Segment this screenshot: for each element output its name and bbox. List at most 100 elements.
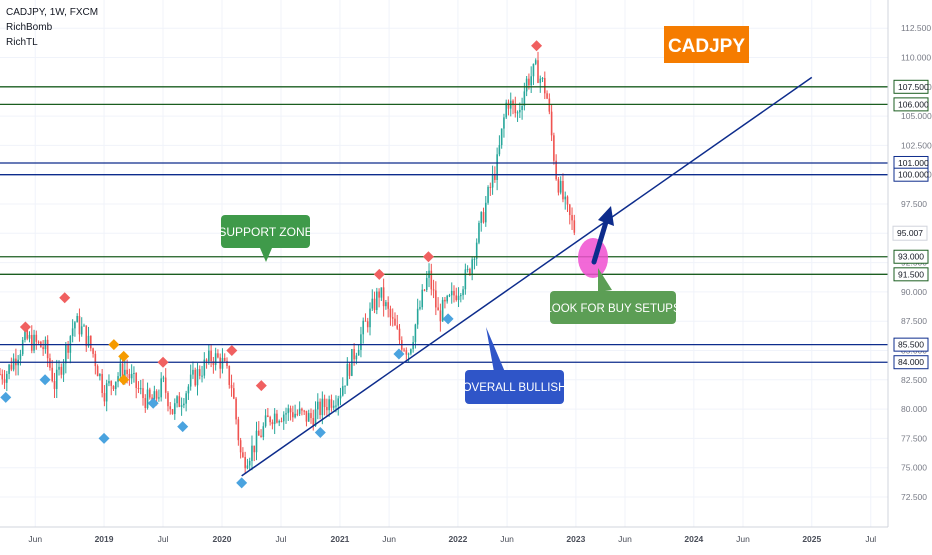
candle-body bbox=[183, 403, 185, 406]
overall-bullish-pointer bbox=[486, 327, 505, 372]
candle-body bbox=[289, 408, 292, 413]
candle-body bbox=[90, 335, 92, 349]
price-tick-label: 102.500 bbox=[901, 140, 932, 150]
candle-body bbox=[550, 111, 553, 136]
candle-body bbox=[248, 460, 251, 466]
candle-body bbox=[475, 242, 478, 259]
candle-body bbox=[355, 355, 358, 360]
candle-body bbox=[212, 361, 215, 366]
candle-body bbox=[187, 386, 190, 394]
candle-body bbox=[419, 307, 421, 309]
indicator-richtl-label: RichTL bbox=[6, 37, 38, 48]
candle-body bbox=[496, 154, 498, 180]
candle-body bbox=[432, 289, 435, 291]
candle-body bbox=[239, 440, 242, 453]
candle-body bbox=[530, 76, 532, 86]
candle-body bbox=[366, 321, 369, 328]
level-tag-label: 91.500 bbox=[898, 269, 924, 279]
level-tag-91.500 bbox=[893, 267, 929, 282]
candle-body bbox=[196, 369, 199, 386]
candle-body bbox=[133, 372, 135, 374]
candle-body bbox=[194, 369, 197, 386]
candle-body bbox=[562, 180, 564, 200]
time-tick-label: 2020 bbox=[213, 534, 232, 544]
level-tag-85.500 bbox=[893, 337, 929, 352]
candle-body bbox=[298, 408, 301, 414]
signal-diamond-high bbox=[531, 40, 543, 52]
candle-body bbox=[217, 353, 219, 358]
candle-body bbox=[423, 289, 426, 291]
candle-body bbox=[453, 290, 455, 296]
candle-body bbox=[287, 408, 290, 414]
buy-setups-box bbox=[550, 291, 676, 324]
candle-body bbox=[480, 212, 483, 223]
candle-body bbox=[267, 415, 269, 418]
level-tag-label: 106.000 bbox=[898, 99, 929, 109]
candle-body bbox=[462, 289, 464, 296]
candle-body bbox=[117, 376, 119, 382]
candle-body bbox=[494, 174, 496, 180]
candle-body bbox=[414, 324, 417, 343]
symbol-header: CADJPY, 1W, FXCM bbox=[6, 7, 99, 18]
signal-diamond-low bbox=[442, 313, 454, 325]
overall-bullish-callout: OVERALL BULLISH bbox=[463, 327, 566, 404]
signal-diamond-low bbox=[393, 348, 405, 360]
level-tag-label: 84.000 bbox=[898, 357, 924, 367]
candle-body bbox=[92, 348, 94, 354]
candle-body bbox=[99, 374, 101, 377]
price-axis: 72.50075.00077.50080.00082.50085.00087.5… bbox=[887, 0, 932, 550]
time-tick-label: 2024 bbox=[684, 534, 703, 544]
candle-body bbox=[296, 413, 299, 415]
candle-body bbox=[285, 413, 287, 415]
candle-body bbox=[484, 202, 487, 223]
time-axis: Jun 2019 Jul 2020 Jul 2021 Jun 2022 Jun 2023 Jun 20… bbox=[0, 526, 888, 550]
candle-body bbox=[301, 408, 303, 411]
time-tick-label: Jul bbox=[276, 534, 287, 544]
candle-body bbox=[103, 393, 106, 402]
candle-body bbox=[403, 349, 405, 351]
signal-diamond-orange bbox=[108, 339, 120, 351]
candle-body bbox=[376, 291, 378, 311]
candle-body bbox=[3, 379, 6, 383]
price-tick-label: 82.500 bbox=[901, 375, 927, 385]
candle-body bbox=[514, 105, 517, 114]
candle-body bbox=[564, 196, 567, 200]
candle-body bbox=[482, 212, 485, 223]
time-tick-label: Jun bbox=[618, 534, 632, 544]
candle-body bbox=[389, 308, 392, 318]
candle-body bbox=[473, 258, 476, 260]
candle-body bbox=[78, 315, 81, 335]
indicator-richbomb-label: RichBomb bbox=[6, 22, 53, 33]
candle-body bbox=[223, 357, 226, 362]
candle-body bbox=[410, 349, 412, 354]
candle-body bbox=[421, 289, 424, 308]
candle-body bbox=[126, 369, 128, 375]
candle-body bbox=[96, 366, 99, 377]
candle-body bbox=[539, 78, 542, 83]
candle-body bbox=[42, 347, 44, 350]
signal-diamond-low bbox=[0, 391, 12, 403]
candle-body bbox=[155, 391, 158, 399]
candle-body bbox=[559, 180, 562, 193]
candle-body bbox=[326, 407, 328, 411]
candle-body bbox=[74, 322, 76, 329]
level-tag-label: 107.500 bbox=[898, 82, 929, 92]
signal-diamond-high bbox=[157, 356, 169, 368]
candle-body bbox=[353, 349, 355, 360]
candle-body bbox=[489, 186, 492, 188]
candle-body bbox=[371, 298, 374, 309]
candle-body bbox=[487, 186, 489, 203]
candle-body bbox=[523, 91, 526, 106]
candle-body bbox=[303, 410, 305, 412]
candle-body bbox=[146, 389, 149, 408]
candle-body bbox=[164, 377, 167, 393]
candle-body bbox=[114, 381, 117, 390]
candle-body bbox=[55, 369, 58, 389]
candle-body bbox=[237, 419, 240, 441]
candle-body bbox=[548, 98, 551, 112]
signal-diamond-low bbox=[39, 374, 51, 386]
candle-body bbox=[357, 349, 360, 356]
current-price-label: 95.007 bbox=[897, 228, 923, 238]
